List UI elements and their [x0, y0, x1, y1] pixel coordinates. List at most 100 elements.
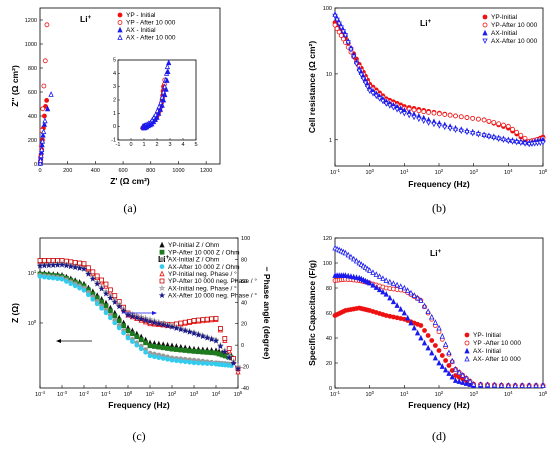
data-point	[137, 315, 145, 322]
data-point	[484, 381, 491, 388]
data-point	[99, 277, 104, 283]
data-point	[453, 113, 458, 119]
data-point	[425, 120, 432, 126]
data-point	[221, 348, 229, 355]
inset-x-tick-label: 1	[142, 142, 145, 148]
data-point	[390, 298, 397, 305]
data-point	[134, 342, 140, 348]
y-tick-label: 40	[326, 336, 332, 342]
data-point	[142, 316, 149, 324]
y-tick-label: 1000	[25, 42, 37, 48]
data-point	[401, 284, 407, 291]
data-point	[86, 265, 91, 271]
data-point	[204, 349, 210, 355]
x-tick-label: 400	[91, 168, 100, 174]
data-point	[121, 323, 126, 329]
data-point	[411, 324, 417, 331]
data-point	[436, 324, 442, 331]
legend-label: YP-Initial	[491, 14, 518, 21]
inset-x-tick-label: 0	[129, 142, 132, 148]
data-point	[383, 101, 389, 107]
data-point	[103, 303, 109, 309]
data-point	[418, 297, 424, 303]
tick-label: 100	[124, 390, 133, 399]
data-point	[103, 281, 109, 287]
data-point	[540, 140, 546, 146]
y-tick-label: 60	[326, 311, 332, 317]
caption-b: (b)	[432, 201, 446, 215]
inset-point	[159, 102, 165, 108]
legend-label: AX-After 10 000	[491, 38, 538, 45]
data-point	[50, 275, 56, 281]
inset-point	[166, 59, 172, 66]
data-point	[195, 331, 202, 338]
data-point	[138, 346, 144, 352]
data-point	[165, 356, 171, 362]
data-point	[376, 96, 383, 102]
data-point	[449, 373, 455, 380]
data-point	[107, 294, 114, 301]
ion-label: Li+	[430, 248, 442, 258]
data-point	[376, 286, 383, 293]
data-point	[443, 358, 449, 363]
data-point	[411, 292, 417, 298]
data-point	[64, 279, 69, 284]
data-point	[94, 273, 100, 279]
data-point	[54, 261, 61, 268]
data-point	[191, 360, 197, 366]
data-point	[414, 329, 421, 336]
data-point	[373, 271, 379, 277]
data-point	[447, 126, 453, 132]
data-point	[345, 272, 351, 279]
x-tick-label: 0	[38, 168, 41, 174]
data-point	[432, 343, 438, 348]
tick-label: 104	[504, 168, 513, 177]
x-axis-label: Frequency (Hz)	[408, 400, 470, 410]
data-point	[58, 261, 66, 268]
data-point	[151, 354, 157, 360]
data-point	[173, 347, 179, 352]
data-point	[156, 355, 162, 360]
data-point	[442, 366, 449, 373]
y-axis-label: Cell resistance (Ω cm²)	[307, 41, 317, 133]
data-point	[526, 382, 532, 388]
data-point	[103, 310, 109, 316]
data-point	[63, 262, 70, 269]
data-point	[367, 267, 373, 273]
data-point	[187, 348, 193, 354]
data-point	[44, 22, 50, 28]
data-point	[71, 263, 79, 271]
data-point	[48, 91, 54, 97]
data-point	[37, 159, 43, 166]
plot-frame	[39, 7, 221, 165]
data-point	[146, 318, 154, 325]
data-point	[173, 358, 179, 364]
data-point	[510, 126, 515, 132]
data-point	[470, 131, 476, 137]
data-point	[446, 370, 452, 376]
data-point	[436, 348, 442, 353]
data-point	[383, 277, 389, 283]
data-point	[432, 354, 439, 361]
y-tick-label: 80	[326, 286, 332, 292]
legend-label: YP - Initial	[126, 12, 156, 19]
data-point	[129, 339, 135, 344]
inset-x-tick-label: 2	[155, 142, 158, 148]
data-point	[398, 109, 404, 115]
data-point	[501, 122, 506, 128]
tick-label: 102	[435, 390, 444, 399]
inset-point	[165, 68, 171, 74]
data-point	[332, 13, 338, 20]
data-point	[195, 360, 201, 366]
data-point	[406, 113, 412, 119]
data-point	[39, 146, 45, 153]
data-point	[519, 382, 525, 388]
legend-label: AX- Initial	[473, 348, 501, 355]
data-point	[376, 273, 383, 279]
data-point	[200, 317, 206, 323]
data-point	[151, 344, 157, 349]
y-tick-label: 100	[323, 261, 332, 267]
data-point	[108, 287, 113, 293]
data-point	[340, 36, 346, 42]
data-point	[42, 274, 47, 280]
